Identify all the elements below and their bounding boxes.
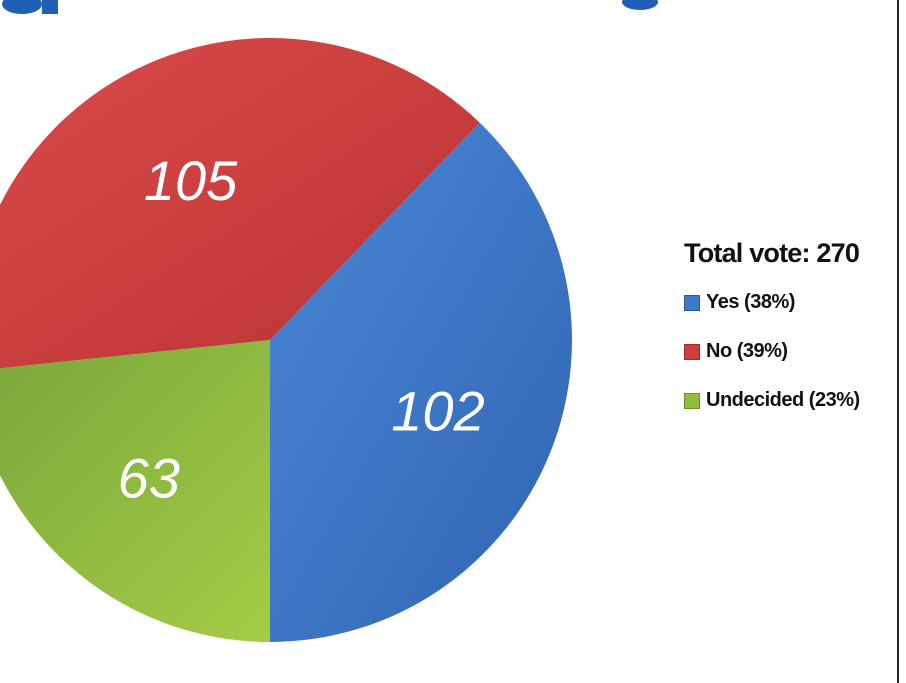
legend-item-no: No (39%): [684, 340, 904, 363]
legend-label: Undecided (23%): [706, 389, 860, 411]
legend-label: Yes (38%): [706, 291, 795, 313]
legend-swatch: [684, 343, 700, 360]
pie-slice-no: [0, 37, 480, 369]
pie-value-label-yes: 102: [391, 380, 484, 443]
pie-value-label-undecided: 63: [118, 446, 180, 509]
right-border: [897, 0, 899, 683]
total-vote-label: Total vote: 270: [684, 238, 860, 268]
legend-label: No (39%): [706, 340, 788, 362]
legend-swatch: [684, 294, 700, 311]
pie-slice-undecided: [0, 340, 270, 642]
legend-item-undecided: Undecided (23%): [684, 389, 904, 412]
legend: Total vote: 270 Yes (38%) No (39%) Undecid…: [684, 238, 904, 438]
pie-slice-yes: [270, 122, 573, 642]
pie-value-label-no: 105: [144, 149, 238, 212]
legend-item-yes: Yes (38%): [684, 291, 904, 314]
cropped-title-fragment: [2, 0, 658, 14]
legend-swatch: [684, 392, 700, 409]
